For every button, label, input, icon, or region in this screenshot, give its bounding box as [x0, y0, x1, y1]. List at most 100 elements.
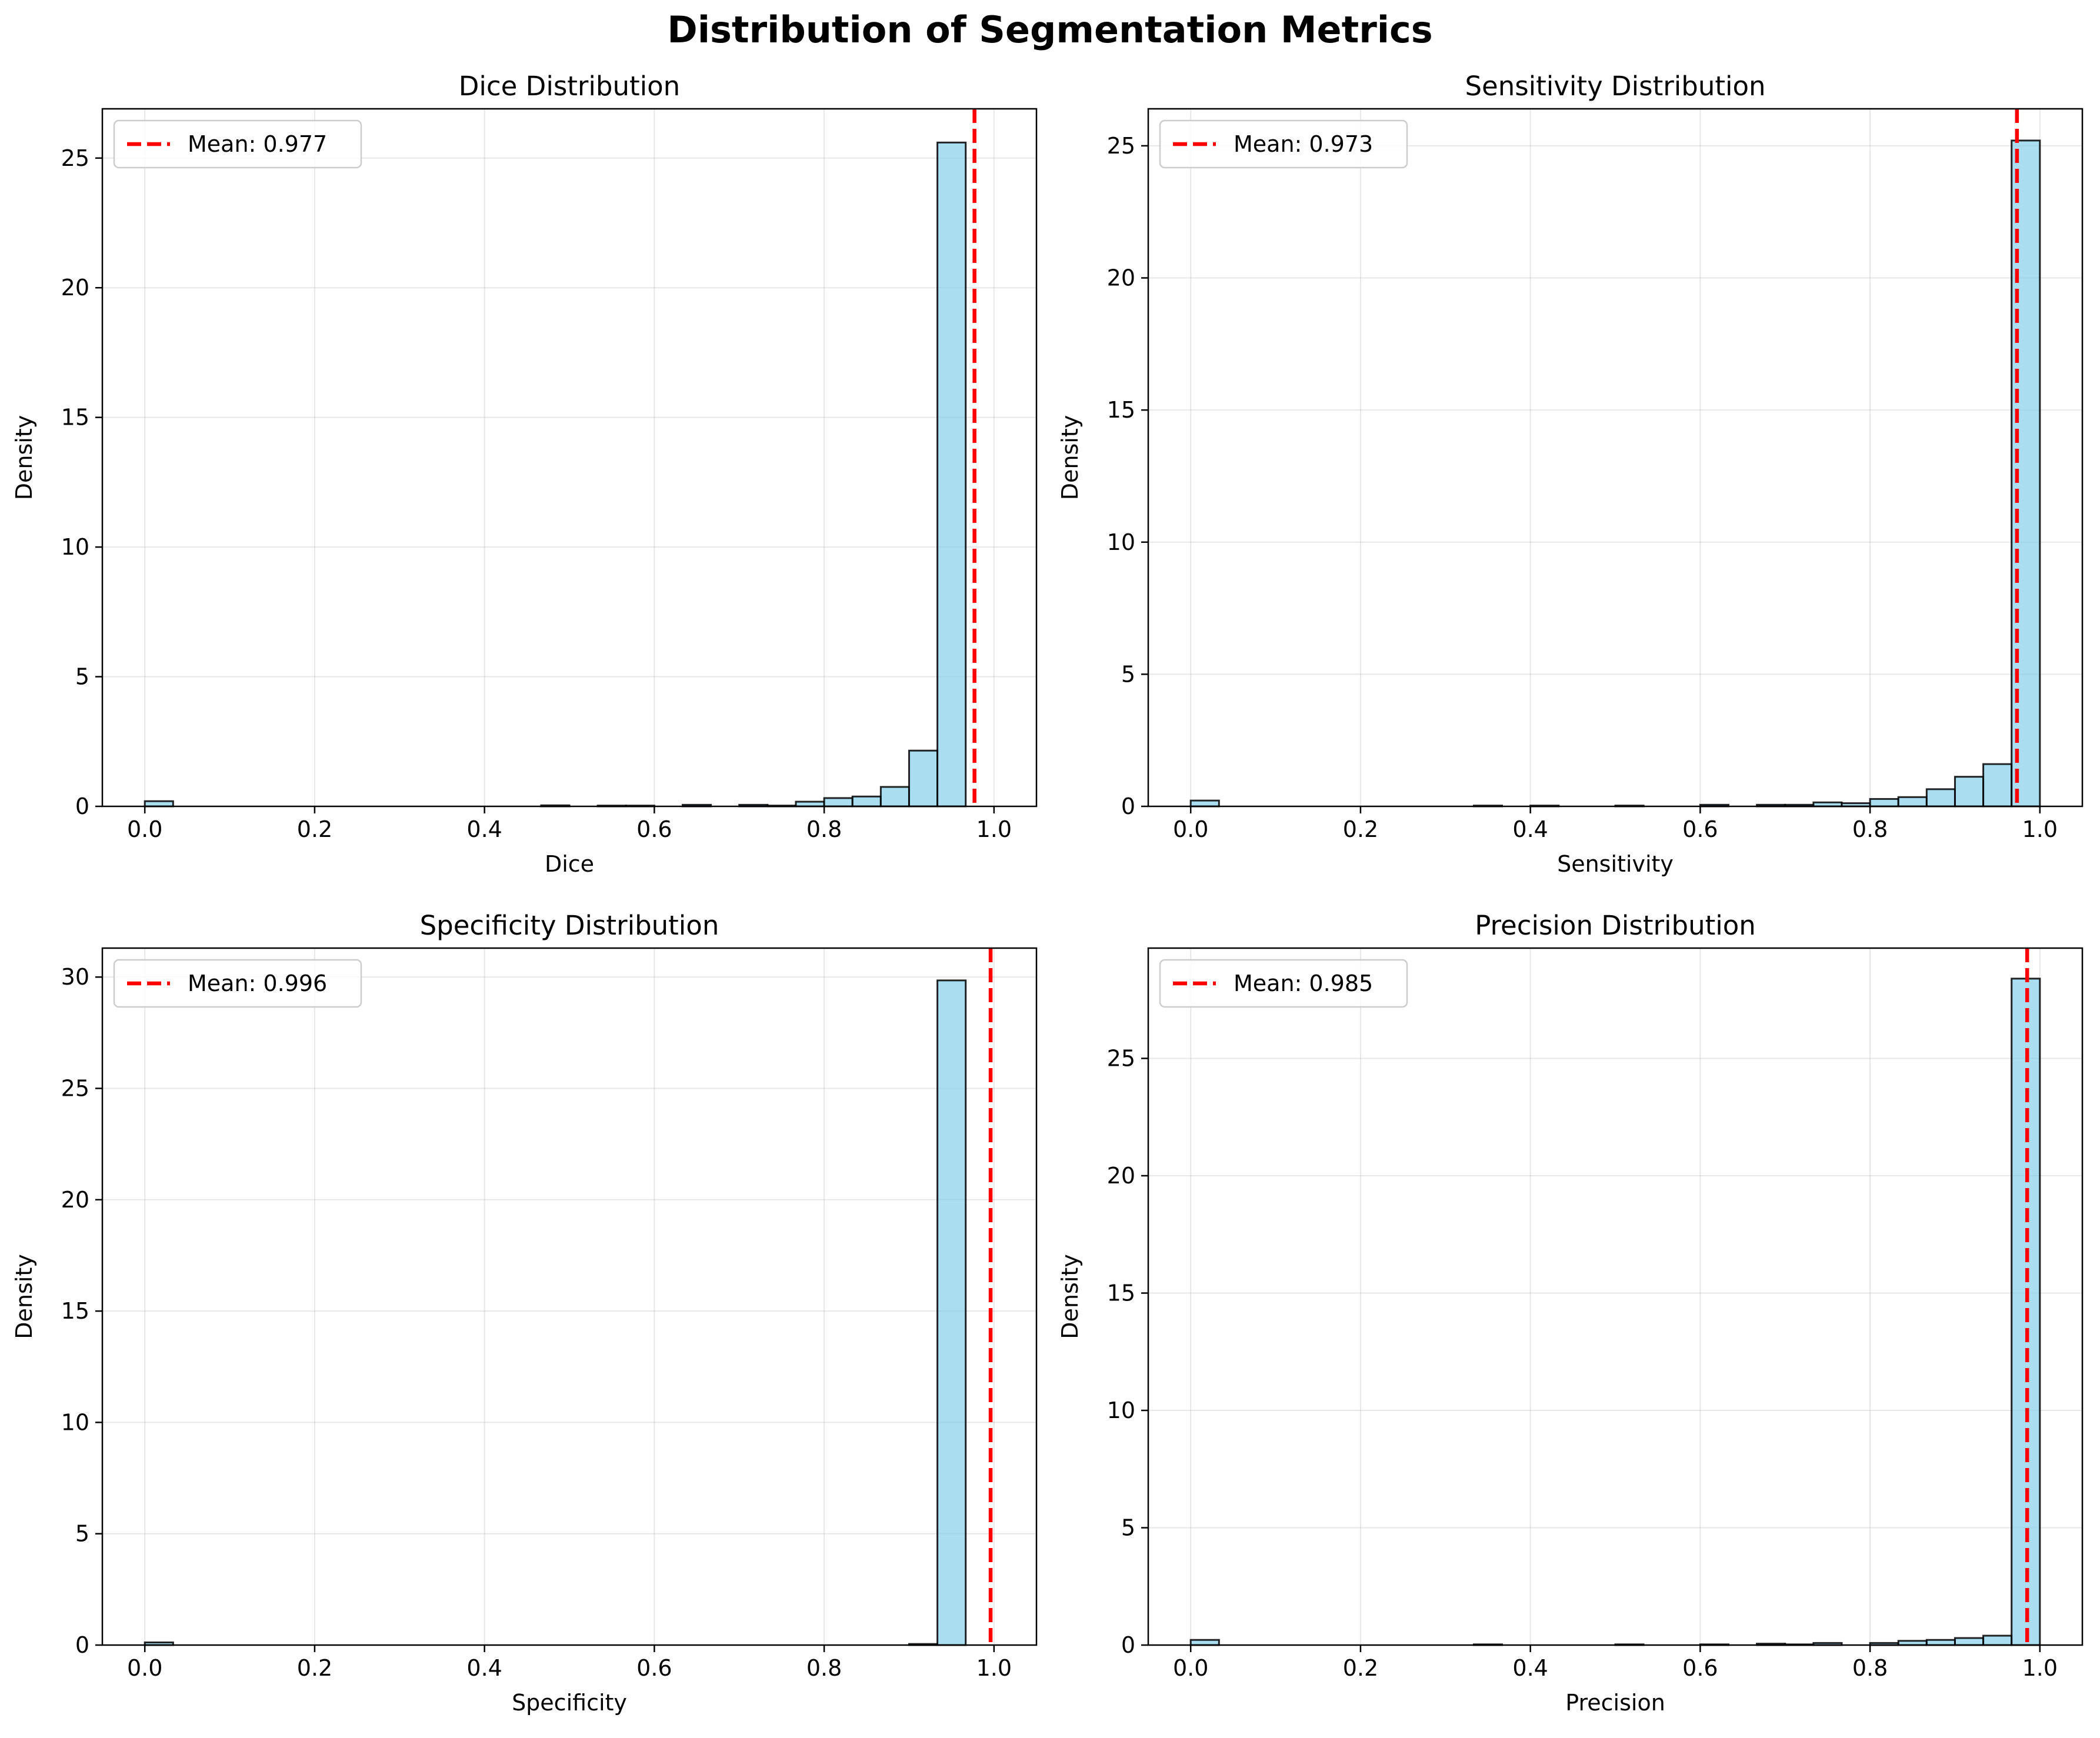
- histogram-bar: [1189, 799, 1220, 808]
- axes-frame: [1147, 947, 2084, 1646]
- y-tick-label: 5: [1121, 1515, 1135, 1541]
- y-tick-label: 25: [1107, 133, 1135, 159]
- x-tick-label: 0.8: [806, 1655, 842, 1681]
- y-axis-label: Density: [1057, 1254, 1083, 1339]
- x-axis-label: Specificity: [512, 1690, 627, 1716]
- y-tick-label: 10: [1107, 1397, 1135, 1423]
- axes-frame: [101, 947, 1038, 1646]
- x-tick-label: 0.8: [806, 816, 842, 842]
- y-tick-label: 15: [1107, 1280, 1135, 1306]
- x-tick-label: 0.2: [1343, 1655, 1378, 1681]
- histogram-bar: [936, 979, 967, 1646]
- y-tick-label: 5: [75, 1521, 89, 1547]
- x-axis-label: Precision: [1565, 1690, 1665, 1716]
- x-tick-label: 0.0: [127, 816, 162, 842]
- figure-title: Distribution of Segmentation Metrics: [667, 8, 1433, 51]
- legend-box: [113, 119, 362, 169]
- histogram-bar: [1189, 1639, 1220, 1646]
- x-tick-label: 0.6: [1682, 1655, 1718, 1681]
- y-tick-label: 0: [1121, 793, 1135, 819]
- y-tick-label: 10: [1107, 529, 1135, 555]
- legend: Mean: 0.996: [113, 959, 362, 1008]
- axes-frame: [101, 108, 1038, 808]
- x-tick-label: 0.6: [636, 816, 672, 842]
- subplot-4: 0.0 0.2 0.4 0.6 0.8 1.0 0 5 10 15 20 25 Precision Di…: [1057, 910, 2084, 1716]
- legend-label: Mean: 0.973: [1234, 131, 1373, 157]
- y-tick-label: 20: [61, 275, 89, 301]
- histogram-bar: [1954, 1637, 1985, 1646]
- x-tick-label: 0.0: [1173, 816, 1208, 842]
- y-tick-label: 0: [75, 1632, 89, 1658]
- y-tick-label: 15: [61, 1298, 89, 1324]
- subplot-title: Dice Distribution: [459, 71, 680, 102]
- legend: Mean: 0.973: [1159, 119, 1408, 169]
- x-tick-label: 1.0: [2022, 816, 2058, 842]
- histogram-bar: [1925, 1639, 1956, 1646]
- y-tick-label: 10: [61, 534, 89, 560]
- histogram-bar: [936, 141, 967, 808]
- y-tick-label: 15: [1107, 397, 1135, 423]
- histogram-bar: [1954, 776, 1985, 808]
- y-tick-label: 20: [61, 1187, 89, 1213]
- histogram-bar: [1982, 763, 2013, 808]
- y-tick-label: 15: [61, 405, 89, 431]
- axes-frame: [1147, 108, 2084, 808]
- x-tick-label: 0.0: [127, 1655, 162, 1681]
- x-tick-label: 0.2: [297, 1655, 332, 1681]
- y-tick-label: 25: [61, 145, 89, 171]
- x-tick-label: 0.2: [297, 816, 332, 842]
- x-tick-label: 1.0: [976, 1655, 1012, 1681]
- x-tick-label: 0.2: [1343, 816, 1378, 842]
- histogram-bar: [879, 786, 910, 808]
- legend-label: Mean: 0.985: [1234, 970, 1373, 996]
- legend-box: [1159, 959, 1408, 1008]
- x-tick-label: 0.8: [1852, 1655, 1888, 1681]
- legend-box: [1159, 119, 1408, 169]
- legend: Mean: 0.977: [113, 119, 362, 169]
- y-tick-label: 10: [61, 1409, 89, 1435]
- y-tick-label: 25: [61, 1076, 89, 1102]
- histogram-bar: [1982, 1634, 2013, 1646]
- legend-label: Mean: 0.977: [188, 131, 327, 157]
- legend-box: [113, 959, 362, 1008]
- x-tick-label: 1.0: [2022, 1655, 2058, 1681]
- y-tick-label: 30: [61, 964, 89, 990]
- x-tick-label: 0.8: [1852, 816, 1888, 842]
- x-tick-label: 0.4: [1512, 816, 1548, 842]
- y-axis-label: Density: [11, 1254, 37, 1339]
- subplot-title: Precision Distribution: [1475, 910, 1756, 941]
- subplot-title: Sensitivity Distribution: [1465, 71, 1765, 102]
- legend-label: Mean: 0.996: [188, 970, 327, 996]
- x-axis-label: Dice: [545, 851, 594, 877]
- y-tick-label: 5: [75, 664, 89, 690]
- y-tick-label: 0: [1121, 1632, 1135, 1658]
- y-axis-label: Density: [1057, 415, 1083, 500]
- y-axis-label: Density: [11, 415, 37, 500]
- x-tick-label: 0.6: [636, 1655, 672, 1681]
- histogram-bar: [851, 795, 882, 808]
- subplot-3: 0.0 0.2 0.4 0.6 0.8 1.0 0 5 10 15 20 25 30 Specificit…: [11, 910, 1038, 1716]
- x-tick-label: 0.0: [1173, 1655, 1208, 1681]
- subplot-2: 0.0 0.2 0.4 0.6 0.8 1.0 0 5 10 15 20 25 Sensitivity …: [1057, 71, 2084, 877]
- x-tick-label: 1.0: [976, 816, 1012, 842]
- legend: Mean: 0.985: [1159, 959, 1408, 1008]
- histogram-bar: [1925, 788, 1956, 808]
- histogram-bar: [1897, 796, 1928, 808]
- histogram-bar: [908, 749, 939, 808]
- y-tick-label: 20: [1107, 265, 1135, 291]
- x-tick-label: 0.6: [1682, 816, 1718, 842]
- histogram-bar: [1869, 798, 1899, 808]
- subplot-1: 0.0 0.2 0.4 0.6 0.8 1.0 0 5 10 15 20 25 Dice Distrib…: [11, 71, 1038, 877]
- x-axis-label: Sensitivity: [1557, 851, 1674, 877]
- y-tick-label: 0: [75, 793, 89, 819]
- y-tick-label: 20: [1107, 1163, 1135, 1189]
- subplot-title: Specificity Distribution: [420, 910, 719, 941]
- y-tick-label: 5: [1121, 661, 1135, 687]
- x-tick-label: 0.4: [466, 816, 502, 842]
- histogram-bar: [144, 800, 174, 808]
- y-tick-label: 25: [1107, 1046, 1135, 1072]
- x-tick-label: 0.4: [1512, 1655, 1548, 1681]
- x-tick-label: 0.4: [466, 1655, 502, 1681]
- histogram-bar: [823, 797, 854, 808]
